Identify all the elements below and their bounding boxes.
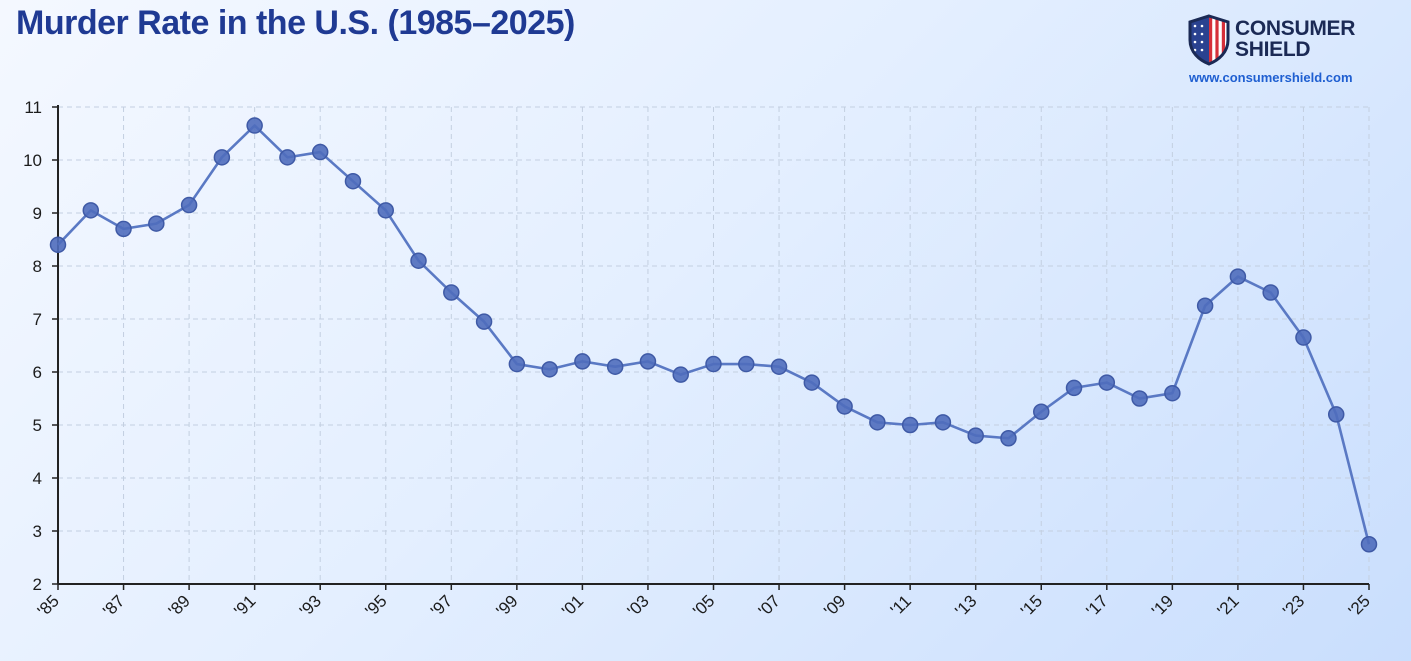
x-tick-label: '19 — [1148, 591, 1177, 620]
data-point — [344, 172, 362, 190]
x-tick-label: '13 — [951, 591, 980, 620]
data-point — [1262, 284, 1279, 301]
data-point — [475, 313, 493, 330]
data-point — [1164, 384, 1181, 402]
data-point — [148, 215, 165, 232]
data-point — [311, 143, 329, 161]
y-tick-label: 9 — [33, 204, 42, 223]
data-point — [1360, 536, 1378, 553]
y-tick-label: 4 — [33, 469, 42, 488]
data-point — [869, 414, 886, 431]
brand-logo[interactable]: CONSUMER SHIELD www.consumershield.com — [1179, 14, 1379, 94]
data-point — [770, 358, 788, 375]
data-point — [1327, 406, 1345, 423]
x-tick-label: '03 — [624, 591, 653, 620]
x-tick-label: '21 — [1214, 591, 1243, 620]
x-tick-label: '85 — [34, 591, 63, 620]
data-point — [705, 355, 722, 373]
data-point — [967, 427, 984, 444]
y-tick-label: 6 — [33, 363, 42, 382]
y-tick-label: 7 — [33, 310, 42, 329]
x-tick-label: '25 — [1345, 591, 1374, 620]
data-point — [443, 284, 460, 301]
x-tick-label: '95 — [361, 591, 390, 620]
data-point — [213, 149, 231, 166]
x-tick-label: '15 — [1017, 591, 1046, 620]
x-tick-label: '09 — [820, 591, 849, 620]
data-point — [1131, 390, 1148, 407]
data-point — [180, 196, 198, 214]
data-point — [738, 355, 755, 373]
shield-flag-icon — [1188, 14, 1230, 66]
data-point — [1098, 374, 1116, 391]
data-point — [836, 398, 853, 415]
data-point — [901, 416, 919, 434]
data-point — [803, 374, 821, 391]
data-point — [1000, 430, 1017, 447]
data-point — [1229, 268, 1247, 285]
data-point — [1196, 297, 1214, 314]
data-point — [508, 355, 526, 373]
brand-url-link[interactable]: www.consumershield.com — [1189, 70, 1353, 85]
x-tick-label: '99 — [493, 591, 522, 620]
data-point — [639, 353, 657, 370]
brand-name-line2: SHIELD — [1235, 38, 1311, 61]
data-point — [115, 220, 132, 238]
x-tick-label: '05 — [689, 591, 718, 620]
data-point — [672, 366, 689, 383]
data-point — [246, 117, 263, 134]
data-point — [377, 202, 394, 219]
x-tick-label: '93 — [296, 591, 325, 620]
y-tick-label: 3 — [33, 522, 42, 541]
brand-name-line1: CONSUMER — [1235, 17, 1356, 40]
y-tick-label: 8 — [33, 257, 42, 276]
data-point — [410, 252, 427, 269]
data-point — [1295, 329, 1312, 346]
grid-lines — [58, 106, 1370, 584]
x-tick-label: '11 — [887, 591, 915, 619]
chart-title: Murder Rate in the U.S. (1985–2025) — [16, 4, 575, 42]
x-tick-label: '89 — [165, 591, 194, 620]
x-tick-label: '91 — [230, 591, 259, 620]
y-tick-label: 10 — [23, 151, 42, 170]
y-tick-label: 2 — [33, 575, 42, 594]
data-point — [82, 202, 100, 219]
x-tick-label: '87 — [99, 591, 128, 620]
data-point — [1033, 403, 1050, 420]
data-point — [574, 353, 591, 370]
x-tick-label: '97 — [427, 591, 456, 620]
data-point — [541, 361, 558, 378]
data-point — [606, 358, 624, 375]
data-point — [1065, 379, 1083, 397]
data-point — [49, 236, 67, 254]
x-tick-label: '23 — [1279, 591, 1308, 620]
y-tick-label: 5 — [33, 416, 42, 435]
x-tick-label: '01 — [558, 591, 587, 620]
data-point — [934, 414, 952, 431]
y-tick-label: 11 — [24, 98, 42, 117]
data-point — [279, 149, 296, 166]
x-tick-label: '07 — [755, 591, 784, 620]
x-tick-label: '17 — [1083, 591, 1112, 620]
